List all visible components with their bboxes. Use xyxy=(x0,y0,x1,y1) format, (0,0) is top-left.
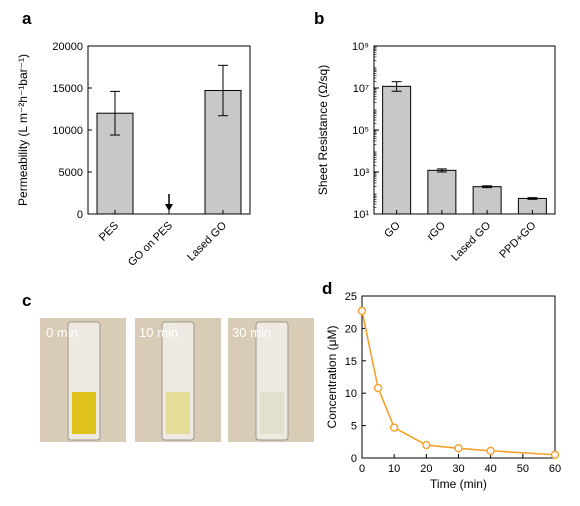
y-tick-label: 0 xyxy=(351,453,357,465)
x-tick-label: Lased GO xyxy=(449,219,493,263)
y-tick-label: 10³ xyxy=(353,167,369,179)
chart-b-sheet-resistance: 10¹ 10³ 10⁵ 10⁷ 10⁹ GO rGO Lased GO PPD+GO Sheet … xyxy=(316,41,556,264)
y-tick-label: 20 xyxy=(345,323,357,335)
x-tick-label: 40 xyxy=(485,463,497,475)
x-tick-label: 10 xyxy=(388,463,400,475)
cuvette-liquid xyxy=(166,392,190,434)
x-tick-label: GO on PES xyxy=(126,220,175,269)
y-tick-label: 0 xyxy=(77,209,83,221)
data-point xyxy=(422,440,431,450)
bar xyxy=(382,85,412,215)
y-axis-label: Sheet Resistance (Ω/sq) xyxy=(316,65,330,195)
photo-label: 10 min xyxy=(139,325,178,340)
y-tick-label: 10⁷ xyxy=(353,83,369,95)
y-tick-label: 25 xyxy=(345,291,357,303)
data-point xyxy=(373,383,383,393)
data-point xyxy=(389,423,399,432)
data-point xyxy=(486,446,495,456)
x-tick-label: GO xyxy=(382,219,403,240)
photo-30min: 30 min xyxy=(228,318,314,442)
y-tick-label: 15 xyxy=(345,356,357,368)
y-tick-label: 10⁹ xyxy=(352,41,369,53)
y-tick-label: 5000 xyxy=(59,167,83,179)
photo-0min: 0 min xyxy=(40,318,126,442)
chart-a-permeability: 0 5000 10000 15000 20000 PES GO on PES Lased GO… xyxy=(16,41,251,269)
y-tick-label: 10 xyxy=(345,388,357,400)
arrow-down-icon xyxy=(165,204,173,211)
data-point xyxy=(357,306,367,316)
panel-letter-c: c xyxy=(22,291,31,310)
panel-c-photos: 0 min 10 min 30 min xyxy=(40,318,314,442)
panel-letter-b: b xyxy=(314,9,324,28)
x-tick-label: 50 xyxy=(517,463,529,475)
photo-label: 30 min xyxy=(232,325,271,340)
y-axis-label: Concentration (μM) xyxy=(325,326,339,429)
y-tick-label: 15000 xyxy=(52,83,83,95)
y-tick-label: 5 xyxy=(351,421,357,433)
data-point xyxy=(454,444,463,453)
y-axis-label: Permeability (L m⁻²h⁻¹bar⁻¹) xyxy=(16,54,30,206)
y-tick-label: 10000 xyxy=(52,125,83,137)
bar xyxy=(427,169,457,215)
photo-label: 0 min xyxy=(46,325,78,340)
cuvette-liquid xyxy=(72,392,96,434)
x-axis-label: Time (min) xyxy=(430,477,487,491)
y-tick-label: 10¹ xyxy=(353,209,369,221)
panel-letter-d: d xyxy=(322,279,332,298)
x-tick-label: 0 xyxy=(359,463,365,475)
x-tick-label: 60 xyxy=(549,463,561,475)
x-tick-label: PES xyxy=(97,220,121,244)
x-tick-label: 20 xyxy=(420,463,432,475)
y-tick-label: 10⁵ xyxy=(352,125,369,137)
bar xyxy=(472,186,502,215)
photo-10min: 10 min xyxy=(135,318,221,442)
x-tick-label: 30 xyxy=(452,463,464,475)
plot-frame xyxy=(361,295,556,459)
series-line xyxy=(361,310,556,456)
x-tick-label: Lased GO xyxy=(185,219,229,263)
x-tick-label: PPD+GO xyxy=(497,219,538,260)
panel-letter-a: a xyxy=(22,9,32,28)
chart-d-concentration: 0 5 10 15 20 25 0 10 20 30 40 50 60 Time (min) Concent… xyxy=(325,291,561,491)
y-tick-label: 20000 xyxy=(52,41,83,53)
cuvette-liquid xyxy=(260,392,284,434)
x-tick-label: rGO xyxy=(425,219,448,242)
data-point xyxy=(550,450,560,459)
